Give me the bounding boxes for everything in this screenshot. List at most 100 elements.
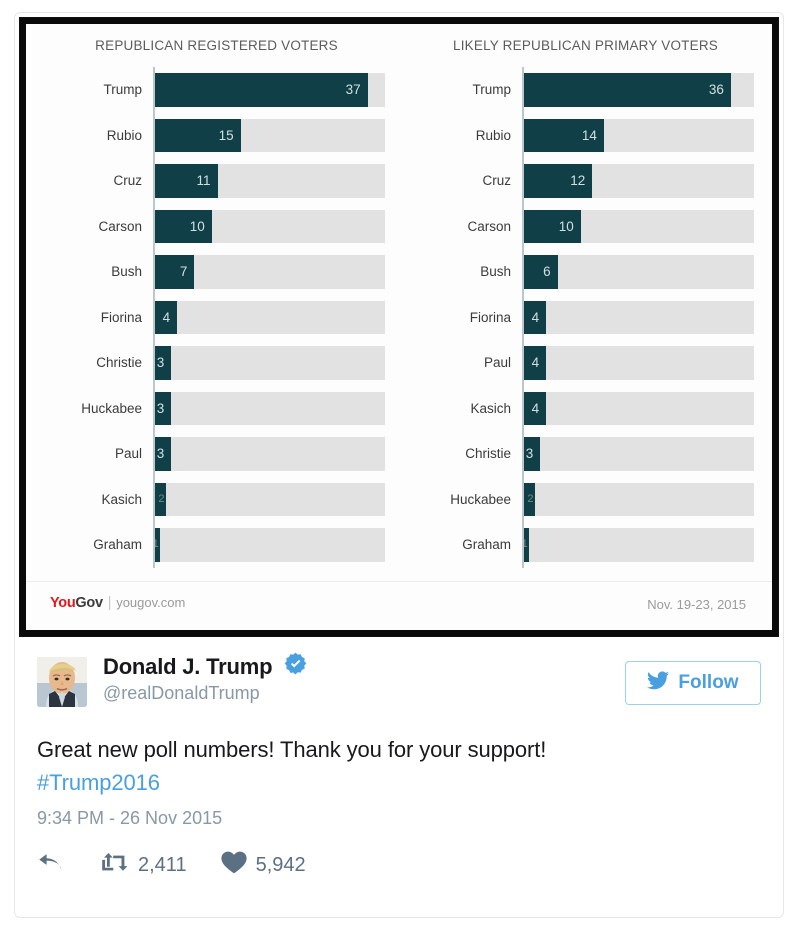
bar-value-label: 10 [189, 218, 205, 234]
bar-row-label-fiorina: Fiorina [100, 309, 142, 325]
retweet-action[interactable]: 2,411 [101, 852, 187, 878]
bar-row-label-christie: Christie [96, 355, 142, 370]
bar-track: 3 [154, 391, 385, 425]
chart-title-left: REPUBLICAN REGISTERED VOTERS [95, 38, 338, 53]
heart-icon [220, 851, 247, 879]
bar-value-label: 3 [525, 446, 534, 461]
bar-value-label: 36 [708, 82, 724, 97]
bar-row-label-christie: Christie [465, 446, 511, 461]
chart-footer: YouGov | yougov.com Nov. 19-23, 2015 [26, 581, 772, 630]
bar-row: Bush 7 [30, 249, 403, 295]
chart-axis-line [153, 294, 155, 340]
bar-track: 4 [523, 300, 754, 334]
bar-row: Bush 6 [399, 249, 772, 295]
bar-value-label: 4 [162, 309, 171, 325]
bar-track: 15 [154, 118, 385, 152]
bar-value-label: 1 [521, 538, 528, 550]
chart-axis-line [522, 522, 524, 568]
follow-button[interactable]: Follow [625, 661, 761, 705]
bar-fiorina: 4 [154, 300, 178, 334]
bar-row: Graham 1 [399, 522, 772, 568]
poll-chart: REPUBLICAN REGISTERED VOTERS Trump 37 Rubi… [26, 24, 772, 630]
bar-track: 2 [523, 482, 754, 516]
bar-track: 4 [523, 391, 754, 425]
bar-graham: 1 [153, 528, 160, 562]
reply-action[interactable] [37, 852, 63, 879]
chart-panels: REPUBLICAN REGISTERED VOTERS Trump 37 Rubi… [26, 24, 772, 582]
bar-track: 36 [523, 73, 754, 107]
bar-value-label: 4 [531, 309, 540, 325]
bar-track: 37 [154, 73, 385, 107]
bar-kasich: 2 [154, 482, 166, 516]
bar-row: Cruz 12 [399, 158, 772, 204]
chart-title-right: LIKELY REPUBLICAN PRIMARY VOTERS [453, 38, 718, 53]
chart-axis-line [522, 431, 524, 477]
bar-paul: 3 [154, 437, 172, 471]
bar-row: Trump 36 [399, 67, 772, 113]
chart-field-dates: Nov. 19-23, 2015 [647, 597, 746, 612]
chart-axis-line [153, 431, 155, 477]
bar-row: Kasich 4 [399, 385, 772, 431]
bar-rubio: 14 [523, 118, 604, 152]
bar-row: Fiorina 4 [399, 294, 772, 340]
bar-value-label: 6 [543, 264, 551, 279]
bar-track: 1 [153, 528, 385, 562]
chart-panel-primary-voters: LIKELY REPUBLICAN PRIMARY VOTERS Trump 36… [399, 24, 772, 582]
like-action[interactable]: 5,942 [220, 851, 306, 879]
bar-row: Trump 37 [30, 67, 403, 113]
bar-track: 3 [154, 437, 385, 471]
bar-trump: 37 [154, 73, 368, 107]
tweet-card: REPUBLICAN REGISTERED VOTERS Trump 37 Rubi… [14, 12, 784, 918]
bar-row-label-trump: Trump [103, 82, 142, 97]
bar-cruz: 11 [154, 164, 218, 198]
bar-value-label: 4 [531, 400, 540, 416]
bar-trump: 36 [523, 73, 731, 107]
chart-axis-line [522, 112, 524, 158]
bar-track: 7 [154, 255, 385, 289]
chart-axis-line [522, 340, 524, 386]
bar-row-label-rubio: Rubio [106, 127, 142, 143]
bar-huckabee: 3 [154, 391, 172, 425]
yougov-logo: YouGov | yougov.com [50, 595, 185, 611]
bar-bush: 6 [523, 255, 558, 289]
bar-track: 14 [523, 118, 754, 152]
bar-row-label-carson: Carson [467, 218, 511, 234]
avatar[interactable] [37, 657, 87, 707]
bar-track: 11 [154, 164, 385, 198]
bar-cruz: 12 [523, 164, 593, 198]
chart-panel-registered-voters: REPUBLICAN REGISTERED VOTERS Trump 37 Rubi… [30, 24, 403, 582]
retweet-icon [101, 852, 129, 878]
follow-button-label: Follow [678, 672, 739, 693]
tweet-text: Great new poll numbers! Thank you for yo… [37, 733, 761, 799]
bar-value-label: 3 [156, 355, 165, 370]
bar-row: Paul 4 [399, 340, 772, 386]
bar-track: 1 [521, 528, 754, 562]
bar-row-label-carson: Carson [98, 218, 142, 234]
handle: @realDonaldTrump [103, 683, 260, 703]
chart-axis-line [153, 112, 155, 158]
chart-axis-line [153, 203, 155, 249]
bar-row: Cruz 11 [30, 158, 403, 204]
bar-row-label-graham: Graham [93, 537, 142, 552]
bar-row: Rubio 15 [30, 112, 403, 158]
bar-row: Fiorina 4 [30, 294, 403, 340]
bar-christie: 3 [154, 346, 172, 380]
bar-row: Huckabee 3 [30, 385, 403, 431]
bar-row: Huckabee 2 [399, 476, 772, 522]
bar-huckabee: 2 [523, 482, 535, 516]
tweet-media-image[interactable]: REPUBLICAN REGISTERED VOTERS Trump 37 Rubi… [19, 17, 779, 637]
chart-axis-line [522, 158, 524, 204]
bar-row-label-paul: Paul [483, 355, 511, 370]
bar-value-label: 12 [570, 173, 586, 188]
bar-row: Kasich 2 [30, 476, 403, 522]
tweet-text-body: Great new poll numbers! Thank you for yo… [37, 737, 547, 762]
display-name: Donald J. Trump [103, 654, 273, 679]
bar-track: 3 [154, 346, 385, 380]
tweet-timestamp: 9:34 PM - 26 Nov 2015 [37, 808, 223, 828]
bar-row-label-trump: Trump [472, 82, 511, 97]
bar-value-label: 14 [581, 127, 597, 143]
hashtag-link[interactable]: #Trump2016 [37, 770, 160, 795]
chart-axis-line [522, 67, 524, 113]
bar-rows-right: Trump 36 Rubio 14 Cruz 12 Carson 10 Bush 6 Fiorina… [399, 67, 772, 568]
bar-row-label-cruz: Cruz [113, 173, 142, 188]
